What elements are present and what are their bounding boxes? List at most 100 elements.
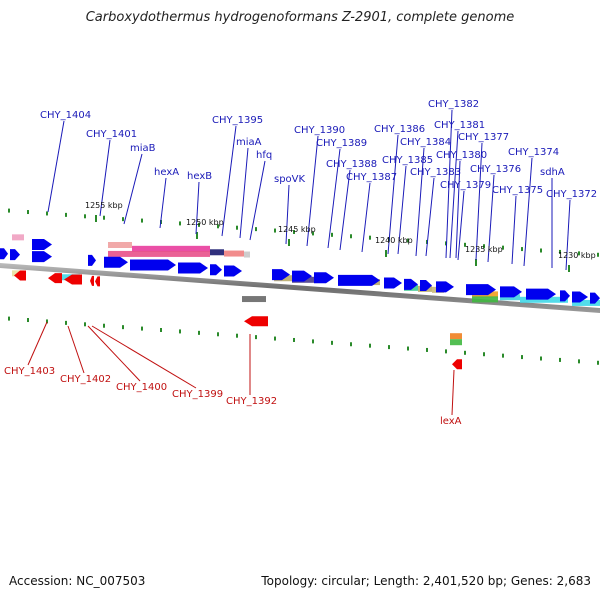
gene-label-top[interactable]: miaA <box>236 137 262 148</box>
gene-label-top[interactable]: sdhA <box>540 167 565 178</box>
forward-gene-arrow[interactable] <box>314 272 334 284</box>
reverse-gene-arrow[interactable] <box>95 276 100 287</box>
gene-label-top[interactable]: CHY_1375 <box>492 185 543 196</box>
tick-mark <box>483 352 485 357</box>
gene-label-top[interactable]: CHY_1386 <box>374 124 425 135</box>
forward-gene-arrow[interactable] <box>32 251 52 263</box>
forward-gene-arrow[interactable] <box>526 288 556 300</box>
forward-gene-arrow[interactable] <box>104 256 128 268</box>
forward-gene-arrow[interactable] <box>572 291 588 303</box>
gene-label-top[interactable]: hexB <box>187 171 212 182</box>
gene-label-top[interactable]: miaB <box>130 143 156 154</box>
gene-label-top[interactable]: CHY_1374 <box>508 147 559 158</box>
label-leader <box>523 157 533 267</box>
gene-label-top[interactable]: CHY_1385 <box>382 155 433 166</box>
reverse-gene-arrow[interactable] <box>64 274 82 285</box>
forward-gene-arrow[interactable] <box>560 290 570 302</box>
genome-backbone <box>0 263 600 313</box>
label-leader <box>306 135 319 247</box>
gene-label-top[interactable]: CHY_1387 <box>346 172 397 183</box>
major-tick-mark <box>568 265 570 272</box>
reverse-gene-arrow[interactable] <box>452 359 462 370</box>
tick-mark <box>350 234 352 239</box>
forward-gene-arrow[interactable] <box>384 277 402 289</box>
tick-label: 1230 kbp <box>558 251 596 260</box>
ruler-ticks <box>8 208 599 365</box>
backbone-band <box>0 263 600 313</box>
forward-gene-arrow[interactable] <box>338 274 380 286</box>
gene-label-top[interactable]: CHY_1376 <box>470 164 521 175</box>
map-title: Carboxydothermus hydrogenoformans Z-2901… <box>85 10 515 25</box>
forward-gene-arrow[interactable] <box>436 281 454 293</box>
tick-mark <box>502 245 504 250</box>
forward-gene-arrow[interactable] <box>466 284 496 296</box>
gene-label-bottom[interactable]: CHY_1399 <box>172 389 223 400</box>
tick-mark <box>559 249 561 254</box>
tick-mark <box>46 319 48 324</box>
gene-arrows[interactable] <box>0 239 600 370</box>
gene-label-bottom[interactable]: CHY_1403 <box>4 366 55 377</box>
gene-label-top[interactable]: CHY_1381 <box>434 120 485 131</box>
forward-gene-arrow[interactable] <box>210 264 222 276</box>
ruler-tick-labels: 1255 kbp 1250 kbp 1245 kbp 1240 kbp 1235 kbp… <box>85 201 596 260</box>
forward-gene-arrow[interactable] <box>500 286 522 298</box>
reverse-gene-arrow[interactable] <box>244 316 268 327</box>
gene-labels[interactable]: CHY_1404 CHY_1401 miaB hexA hexB CHY_1395 miaA… <box>4 99 597 427</box>
forward-gene-arrow[interactable] <box>420 279 432 291</box>
reverse-gene-arrow[interactable] <box>48 273 62 284</box>
tick-mark <box>369 343 371 348</box>
forward-gene-arrow[interactable] <box>404 278 418 290</box>
label-leader <box>239 147 249 239</box>
feature-block <box>108 250 210 257</box>
gene-label-top[interactable]: hfq <box>256 150 272 161</box>
gene-label-bottom[interactable]: CHY_1402 <box>60 374 111 385</box>
gene-label-top[interactable]: CHY_1383 <box>410 167 461 178</box>
forward-gene-arrow[interactable] <box>10 249 20 261</box>
reverse-gene-arrow[interactable] <box>14 270 26 281</box>
label-leader <box>221 125 237 237</box>
gene-label-top[interactable]: hexA <box>154 167 179 178</box>
forward-gene-arrow[interactable] <box>224 265 242 277</box>
tick-mark <box>578 359 580 364</box>
label-leader <box>339 169 351 251</box>
major-tick-mark <box>385 250 387 257</box>
feature-block <box>520 296 568 303</box>
tick-mark <box>578 251 580 256</box>
gene-label-top[interactable]: CHY_1390 <box>294 125 345 136</box>
gene-label-top[interactable]: CHY_1388 <box>326 159 377 170</box>
gene-label-bottom[interactable]: CHY_1400 <box>116 382 167 393</box>
forward-gene-arrow[interactable] <box>590 292 600 304</box>
gene-label-top[interactable]: CHY_1377 <box>458 132 509 143</box>
tick-mark <box>103 215 105 220</box>
gene-label-bottom[interactable]: CHY_1392 <box>226 396 277 407</box>
gene-label-top[interactable]: CHY_1372 <box>546 189 597 200</box>
tick-mark <box>426 347 428 352</box>
forward-gene-arrow[interactable] <box>32 239 52 250</box>
gene-label-top[interactable]: CHY_1384 <box>400 137 451 148</box>
gene-label-bottom[interactable]: lexA <box>440 416 462 427</box>
gene-label-top[interactable]: CHY_1382 <box>428 99 479 110</box>
gene-label-top[interactable]: CHY_1401 <box>86 129 137 140</box>
major-tick-mark <box>288 239 290 246</box>
label-leader <box>91 325 197 389</box>
forward-gene-arrow[interactable] <box>130 259 176 271</box>
tick-mark <box>407 346 409 351</box>
forward-gene-arrow[interactable] <box>178 262 208 274</box>
gene-label-top[interactable]: spoVK <box>274 174 306 185</box>
forward-gene-arrow[interactable] <box>272 269 290 281</box>
gene-label-top[interactable]: CHY_1395 <box>212 115 263 126</box>
label-leader <box>445 109 453 259</box>
forward-gene-arrow[interactable] <box>0 248 8 260</box>
tick-mark <box>8 208 10 213</box>
tick-mark <box>217 332 219 337</box>
tick-mark <box>293 337 295 342</box>
gene-label-top[interactable]: CHY_1389 <box>316 138 367 149</box>
gene-label-top[interactable]: CHY_1380 <box>436 150 487 161</box>
label-leader <box>457 190 465 261</box>
forward-gene-arrow[interactable] <box>88 254 96 266</box>
gene-label-top[interactable]: CHY_1379 <box>440 180 491 191</box>
gene-label-top[interactable]: CHY_1404 <box>40 110 91 121</box>
forward-gene-arrow[interactable] <box>292 270 312 282</box>
reverse-gene-arrow[interactable] <box>90 275 94 286</box>
